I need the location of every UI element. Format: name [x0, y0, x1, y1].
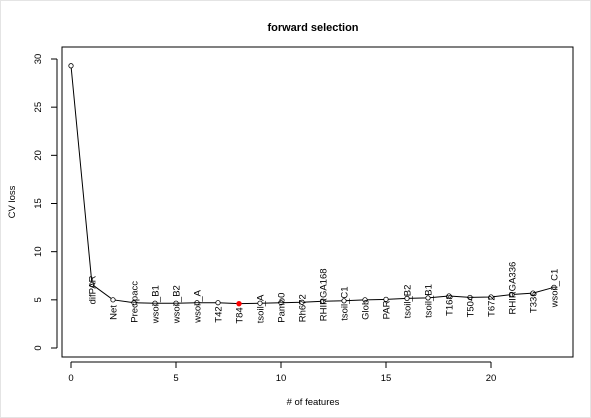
y-tick-label: 10: [33, 246, 44, 257]
series-line: [70, 65, 555, 305]
point-label: tsoil_B2: [403, 285, 414, 319]
point-label: Precipacc: [130, 281, 141, 323]
y-tick-label: 30: [33, 54, 44, 65]
data-point: [341, 298, 347, 304]
point-label: Pamb0: [277, 293, 288, 323]
point-label: tsoil_B1: [424, 284, 435, 318]
point-label: wsoil_B2: [172, 285, 183, 324]
point-label: T42: [214, 306, 225, 322]
x-axis-label: # of features: [287, 397, 340, 408]
point-label: tsoil_A: [256, 294, 267, 323]
point-label: tsoil_C1: [340, 286, 351, 320]
data-point: [131, 300, 137, 306]
y-tick-label: 0: [33, 345, 44, 350]
cv-loss-series: [68, 63, 557, 307]
data-point: [320, 298, 326, 304]
point-label: Glob: [361, 300, 372, 320]
chart-title: forward selection: [267, 22, 358, 34]
plot-box: [61, 46, 574, 358]
point-label: RHIRGA336: [508, 262, 519, 315]
point-label: T168: [445, 294, 456, 316]
data-point: [509, 291, 515, 298]
point-label: Rh672: [298, 294, 309, 322]
point-labels: difPAR Net Precipacc wsoil_B1 wsoil_B2 wsoil_…: [88, 262, 561, 324]
point-label: T504: [466, 296, 477, 318]
data-point: [299, 299, 305, 305]
data-point: [362, 297, 368, 303]
x-tick-label: 0: [68, 373, 73, 384]
data-point: [173, 300, 179, 306]
data-point: [215, 300, 221, 306]
selected-point: [236, 300, 242, 307]
point-label: wsoil_B1: [151, 285, 162, 324]
data-point: [404, 295, 410, 301]
data-point: [425, 295, 431, 301]
y-axis-label: CV loss: [7, 185, 18, 218]
point-label: PAR: [382, 300, 393, 319]
point-label: T84: [235, 307, 246, 323]
data-point: [467, 294, 473, 301]
point-label: Net: [109, 305, 120, 320]
point-label: T672: [487, 295, 498, 317]
data-point: [68, 63, 74, 69]
x-tick-label: 15: [381, 373, 392, 384]
y-tick-label: 25: [33, 102, 44, 113]
point-label: RHIRGA168: [319, 268, 330, 321]
point-label: T336: [529, 291, 540, 313]
data-point: [530, 290, 536, 296]
data-point: [383, 296, 389, 302]
data-point: [551, 284, 557, 290]
point-label: wsoil_A: [193, 289, 204, 323]
data-point: [152, 300, 158, 306]
data-point: [194, 300, 200, 306]
x-tick-label: 5: [173, 373, 178, 384]
data-point: [446, 293, 452, 299]
y-tick-label: 5: [33, 297, 44, 302]
y-tick-label: 20: [33, 150, 44, 161]
x-axis: 0 5 10 15 20: [68, 361, 497, 384]
y-tick-label: 15: [33, 198, 44, 209]
data-point: [257, 300, 263, 306]
data-point: [110, 297, 116, 303]
point-label: difPAR: [88, 275, 99, 304]
y-axis: 0 5 10 15 20 25 30: [33, 54, 58, 351]
data-point: [89, 281, 95, 288]
data-point: [488, 294, 494, 300]
point-label: wsoil_C1: [550, 269, 561, 309]
x-tick-label: 10: [276, 373, 287, 384]
x-tick-label: 20: [486, 373, 497, 384]
data-point: [278, 300, 284, 306]
